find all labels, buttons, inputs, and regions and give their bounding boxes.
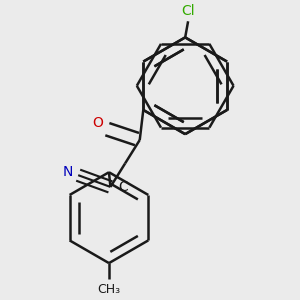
Text: CH₃: CH₃ xyxy=(98,283,121,296)
Text: O: O xyxy=(93,116,104,130)
Text: C: C xyxy=(118,180,128,194)
Text: Cl: Cl xyxy=(181,4,195,18)
Text: N: N xyxy=(62,165,73,179)
